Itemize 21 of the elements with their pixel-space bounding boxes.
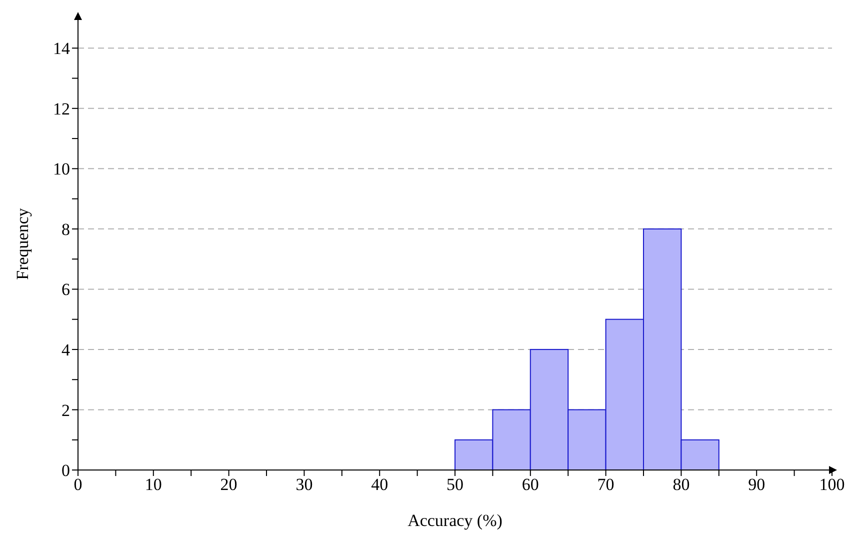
- x-tick-label: 90: [748, 475, 766, 494]
- y-tick-label: 8: [62, 220, 70, 239]
- y-tick-label: 0: [62, 461, 70, 480]
- x-tick-label: 60: [522, 475, 539, 494]
- x-tick-label: 10: [144, 475, 162, 494]
- x-tick-label: 30: [296, 475, 313, 494]
- x-tick-label: 100: [819, 475, 845, 494]
- x-tick-label: 50: [446, 475, 464, 494]
- y-tick-label: 10: [53, 160, 70, 179]
- y-tick-label: 6: [62, 280, 70, 300]
- x-axis-title: Accuracy (%): [408, 511, 502, 530]
- x-tick-label: 0: [74, 475, 82, 494]
- x-tick-label: 70: [597, 475, 614, 494]
- y-tick-label: 14: [53, 39, 70, 58]
- y-tick-label: 2: [62, 400, 70, 420]
- y-tick-label: 12: [53, 99, 70, 118]
- x-tick-label: 20: [220, 475, 238, 494]
- y-axis-title: Frequency: [13, 208, 32, 280]
- x-tick-label: 80: [672, 475, 690, 494]
- y-tick-label: 4: [62, 340, 70, 360]
- x-tick-label: 40: [371, 475, 388, 494]
